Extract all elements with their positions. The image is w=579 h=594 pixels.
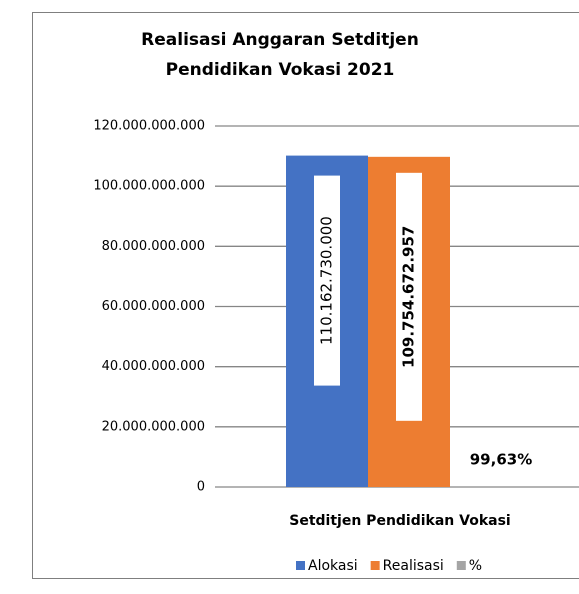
value-label-box: [396, 172, 422, 421]
y-tick-label: 60.000.000.000: [102, 299, 205, 314]
y-tick-label: 100.000.000.000: [93, 179, 205, 194]
y-tick-label: 40.000.000.000: [102, 359, 205, 374]
legend-label: Alokasi: [308, 558, 358, 574]
legend-label: %: [469, 558, 482, 574]
legend-label: Realisasi: [383, 558, 444, 574]
legend-swatch: [456, 561, 466, 570]
y-tick-label: 0: [197, 480, 205, 495]
y-tick-label: 20.000.000.000: [102, 419, 205, 434]
value-label-box: [314, 175, 340, 386]
y-tick-label: 80.000.000.000: [102, 239, 205, 254]
chart-title: Realisasi Anggaran Setditjen Pendidikan …: [141, 30, 419, 80]
legend-swatch: [296, 561, 305, 570]
x-tick-label: Setditjen Pendidikan Vokasi: [289, 513, 510, 529]
value-label: 109.754.672.957: [400, 226, 418, 368]
legend-swatch: [370, 561, 380, 570]
value-label: 99,63%: [470, 451, 532, 469]
value-label: 110.162.730.000: [318, 216, 336, 345]
y-tick-label: 120.000.000.000: [93, 119, 205, 134]
